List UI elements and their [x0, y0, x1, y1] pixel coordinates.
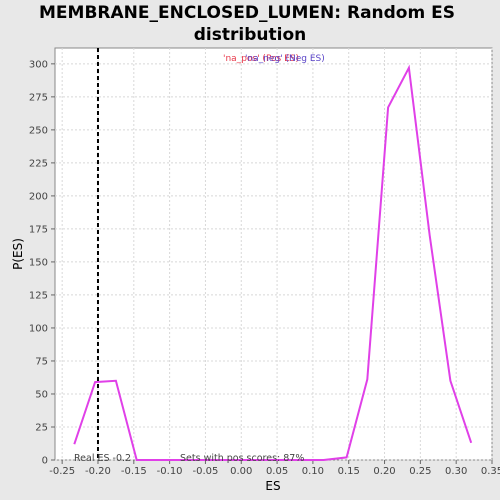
real-es-annotation: Real ES -0.2: [74, 453, 131, 464]
y-tick-label: 100: [29, 323, 48, 334]
y-tick-label: 200: [29, 191, 48, 202]
legend-pos-label: 'na_pos' (Pos ES): [223, 54, 299, 64]
axis-ticks: 0255075100125150175200225250275300-0.25-…: [29, 59, 500, 477]
x-tick-label: 0.10: [302, 466, 324, 477]
x-tick-label: 0.15: [338, 466, 360, 477]
x-axis-label: ES: [265, 479, 280, 493]
y-tick-label: 25: [35, 422, 48, 433]
y-tick-label: 300: [29, 59, 48, 70]
y-tick-label: 125: [29, 290, 48, 301]
series-line: [73, 64, 473, 461]
chart-title-line-1: MEMBRANE_ENCLOSED_LUMEN: Random ES: [39, 3, 455, 23]
x-tick-label: 0.00: [230, 466, 252, 477]
x-tick-label: -0.20: [85, 466, 111, 477]
y-tick-label: 175: [29, 224, 48, 235]
x-tick-label: -0.10: [157, 466, 183, 477]
grid-lines: [55, 48, 493, 461]
legend-neg-label: 'na_neg' (Neg ES): [245, 54, 325, 64]
y-tick-label: 75: [35, 356, 48, 367]
x-tick-label: 0.35: [481, 466, 500, 477]
x-tick-label: 0.25: [409, 466, 431, 477]
y-tick-label: 250: [29, 125, 48, 136]
sets-pos-annotation: Sets with pos scores: 87%: [180, 453, 304, 464]
x-tick-label: 0.30: [445, 466, 467, 477]
y-tick-label: 275: [29, 92, 48, 103]
x-tick-label: -0.25: [49, 466, 75, 477]
x-tick-label: 0.20: [373, 466, 395, 477]
series-layer: [73, 64, 473, 461]
x-tick-label: -0.15: [121, 466, 147, 477]
y-tick-label: 0: [42, 456, 48, 467]
chart-title-line-2: distribution: [194, 25, 306, 45]
x-tick-label: 0.05: [266, 466, 288, 477]
plot-area: [54, 47, 493, 461]
y-axis-label: P(ES): [11, 238, 25, 270]
y-tick-label: 150: [29, 257, 48, 268]
y-tick-label: 50: [35, 389, 48, 400]
x-tick-label: -0.05: [193, 466, 219, 477]
y-tick-label: 225: [29, 158, 48, 169]
